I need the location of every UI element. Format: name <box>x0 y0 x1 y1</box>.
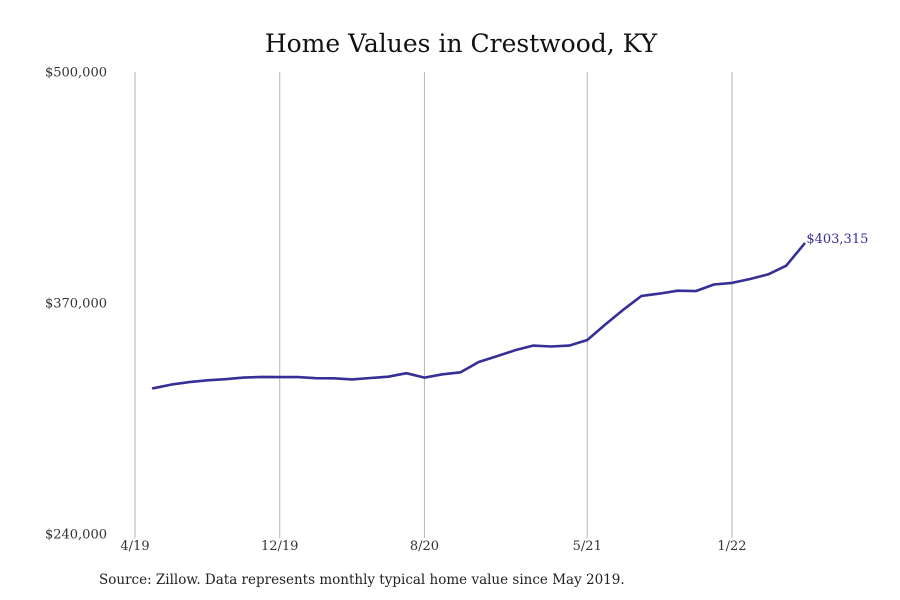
x-tick-label: 4/19 <box>120 539 149 554</box>
series-line <box>151 242 806 390</box>
end-value-label: $403,315 <box>806 232 868 247</box>
x-tick-label: 1/22 <box>717 539 746 554</box>
x-axis-tick-labels: 4/19 12/19 8/20 5/21 1/22 <box>120 539 746 554</box>
y-tick-label: $500,000 <box>45 66 107 81</box>
x-tick-label: 8/20 <box>410 539 439 554</box>
gridlines <box>134 72 733 538</box>
y-axis-tick-labels: $240,000 $370,000 $500,000 <box>45 66 107 543</box>
x-tick-label: 5/21 <box>573 539 602 554</box>
series: $403,315 <box>151 232 868 390</box>
x-tick-label: 12/19 <box>261 539 298 554</box>
chart-title: Home Values in Crestwood, KY <box>265 29 658 58</box>
y-tick-label: $240,000 <box>45 528 107 543</box>
y-tick-label: $370,000 <box>45 297 107 312</box>
source-note: Source: Zillow. Data represents monthly … <box>99 572 625 588</box>
